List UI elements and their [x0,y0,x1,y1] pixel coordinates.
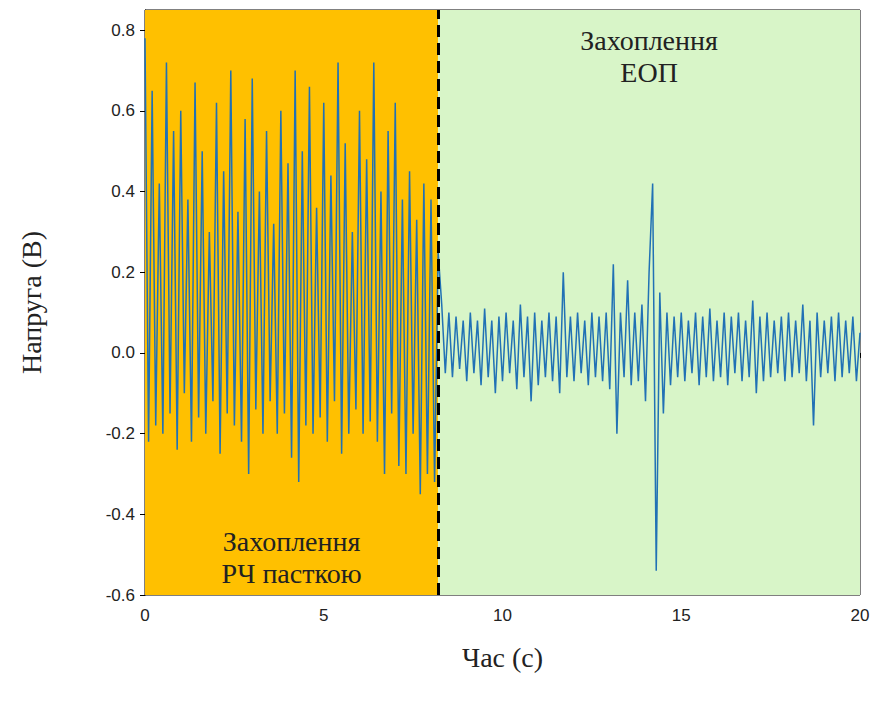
svg-text:-0.4: -0.4 [106,505,135,524]
svg-text:Захоплення: Захоплення [580,25,718,56]
svg-text:15: 15 [672,606,691,625]
svg-text:Захоплення: Захоплення [223,526,361,557]
svg-text:РЧ пасткою: РЧ пасткою [222,558,362,589]
svg-text:-0.2: -0.2 [106,424,135,443]
svg-text:10: 10 [493,606,512,625]
svg-text:0.6: 0.6 [111,101,135,120]
svg-text:Час (с): Час (с) [462,642,543,673]
svg-text:20: 20 [851,606,870,625]
svg-text:0.8: 0.8 [111,21,135,40]
svg-text:Напруга (В): Напруга (В) [16,231,47,374]
svg-text:5: 5 [319,606,328,625]
svg-text:0.2: 0.2 [111,263,135,282]
svg-text:0: 0 [140,606,149,625]
svg-text:-0.6: -0.6 [106,586,135,605]
svg-text:0.4: 0.4 [111,182,135,201]
svg-text:ЕОП: ЕОП [620,57,678,88]
svg-text:0.0: 0.0 [111,343,135,362]
